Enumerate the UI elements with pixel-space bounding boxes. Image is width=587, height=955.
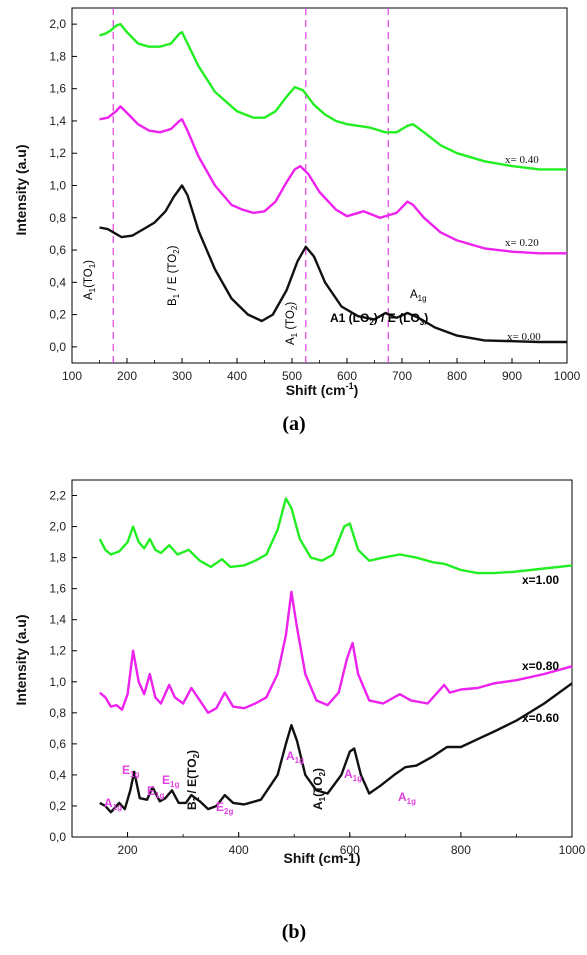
chart-a-x-tick-label: 300 [172,369,192,383]
annotation-e2g-b: E2g [216,800,233,816]
chart-a-y-tick-label: 1,6 [49,82,66,96]
chart-a-x-tick-label: 1000 [554,369,581,383]
chart-b-x-axis-label: Shift (cm-1) [284,850,361,866]
chart-b-x-tick-label: 400 [229,843,249,857]
series-label-x080: x=0.80 [522,659,559,673]
panel-a-label: (a) [282,413,305,435]
chart-a: 100 200 300 400 500 600 700 800 900 1000 0,0 0,2 0,4… [13,7,581,435]
chart-a-x-tick-label: 600 [337,369,357,383]
series-label-x060: x=0.60 [522,711,559,725]
chart-a-frame [71,7,568,364]
chart-a-x-tick-label: 700 [392,369,412,383]
chart-b-x-tick-label: 200 [118,843,138,857]
chart-a-y-tick-label: 0,2 [49,308,66,322]
chart-a-x-tick-label: 400 [227,369,247,383]
series-label-x100: x=1.00 [522,573,559,587]
annotation-a1-to2-b: A1(TO2) [311,768,327,810]
chart-b-y-tick-label: 0,2 [49,799,66,813]
annotation-a1g-b-3: A1g [344,767,362,783]
chart-b-y-tick-label: 1,4 [49,613,66,627]
chart-b-series-line [98,497,573,575]
chart-a-y-tick-label: 1,2 [49,146,66,160]
chart-a-x-tick-label: 800 [447,369,467,383]
chart-a-y-tick-label: 1,8 [49,49,66,63]
chart-a-y-tick-label: 1,4 [49,114,66,128]
chart-a-x-tick-label: 100 [62,369,82,383]
annotation-a1g: A1g [410,289,427,303]
chart-a-y-tick-label: 1,0 [49,179,66,193]
chart-b-y-tick-label: 1,0 [49,675,66,689]
chart-b-x-tick-label: 600 [340,843,360,857]
annotation-b1-e-to2: B1 / E (TO2) [167,245,181,306]
annotation-a1-to1: A1(TO1) [83,260,97,300]
annotation-e1g-b-1: E1g [122,763,139,779]
chart-b-y-tick-label: 1,6 [49,582,66,596]
series-label-x040: x= 0.40 [505,154,539,166]
chart-a-x-tick-label: 500 [282,369,302,383]
chart-a-y-tick-label: 2,0 [49,17,66,31]
chart-b-x-tick-label: 1000 [559,843,586,857]
chart-b-y-tick-label: 1,8 [49,551,66,565]
panel-b-label: (b) [282,921,306,943]
annotation-a1g-b-4: A1g [398,790,416,806]
chart-a-x-tick-label: 200 [117,369,137,383]
annotation-b1-e-to2-b: B1 / E(TO2) [185,750,201,810]
chart-b-series-line [99,682,573,814]
chart-a-y-tick-label: 0,6 [49,243,66,257]
chart-b-y-tick-label: 2,2 [49,489,66,503]
annotation-a1g-b-2: A1g [286,749,304,765]
chart-a-series-line [99,22,567,171]
chart-b-frame [71,479,573,838]
chart-b-y-tick-label: 0,6 [49,737,66,751]
annotation-a1-to2: A1 (TO2) [285,302,299,345]
chart-b-series-line [99,590,573,714]
chart-a-series-line [99,105,567,255]
chart-b-y-tick-label: 2,0 [49,520,66,534]
chart-b-y-tick-label: 0,4 [49,768,66,782]
chart-a-y-tick-label: 0,4 [49,275,66,289]
chart-a-y-tick-label: 0,8 [49,211,66,225]
annotation-e1g-b-3: E1g [162,773,179,789]
chart-a-x-axis-label: Shift (cm-1) [286,381,359,398]
annotation-a1-lo2-e-lo3: A1 (LO2) / E (LO3) [330,311,428,327]
annotation-a1g-b-1: A1g [104,796,122,812]
chart-a-y-axis-label: Intensity (a.u) [13,144,29,235]
chart-a-series-line [99,184,567,344]
chart-b-y-tick-label: 0,0 [49,830,66,844]
chart-a-y-tick-label: 0,0 [49,340,66,354]
chart-b-y-tick-label: 1,2 [49,644,66,658]
chart-a-x-tick-label: 900 [502,369,522,383]
chart-b-y-axis-label: Intensity (a.u) [13,614,29,705]
chart-b-y-tick-label: 0,8 [49,706,66,720]
annotation-e1g-b-2: E1g [147,784,164,800]
chart-b: 200 400 600 800 1000 0,0 0,2 0,4 0,6 0,8 1,0 1,2 1,4… [13,479,586,943]
series-label-x020: x= 0.20 [505,237,539,249]
series-label-x000: x= 0.00 [507,331,541,343]
chart-b-x-tick-label: 800 [451,843,471,857]
